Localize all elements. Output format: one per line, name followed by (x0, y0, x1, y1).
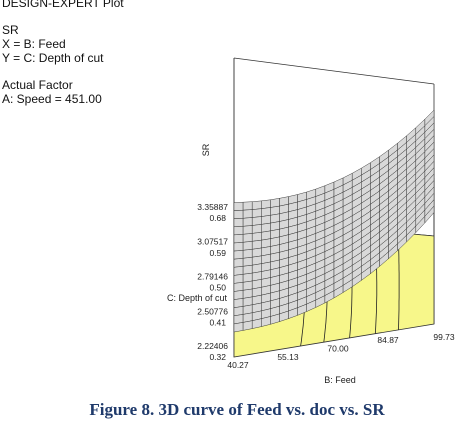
surface-cell (251, 200, 262, 210)
actual-factor-value: A: Speed = 451.00 (2, 92, 102, 106)
y-tick-label: 0.59 (209, 248, 226, 258)
surface-cell (242, 264, 253, 275)
x-tick-label: 99.73 (433, 332, 455, 342)
surface-cell (242, 233, 253, 243)
surface-cell (233, 226, 244, 236)
z-tick-label: 2.50776 (197, 306, 228, 316)
surface-cell (242, 241, 253, 251)
surface-plot: 2.22406 2.50776 2.79146 3.07517 3.35887 0.32 0… (167, 57, 455, 385)
surface-cell (242, 320, 253, 331)
surface-cell (251, 208, 262, 218)
surface-cell (233, 266, 244, 276)
surface-cell (251, 224, 262, 234)
plot-title: DESIGN-EXPERT Plot (2, 0, 124, 10)
surface-cell (233, 218, 244, 228)
surface-cell (242, 256, 253, 267)
surface-cell (233, 290, 244, 300)
surface-cell (242, 272, 253, 283)
surface-cell (251, 232, 262, 242)
surface-cell (242, 225, 253, 235)
surface-cell (233, 322, 244, 333)
surface-cell (251, 239, 262, 250)
surface-cell (261, 207, 271, 217)
z-axis-label: SR (201, 143, 211, 156)
z-tick-label: 2.22406 (197, 341, 228, 351)
surface-cell (251, 247, 262, 258)
y-axis-label: C: Depth of cut (167, 293, 228, 303)
figure-caption: Figure 8. 3D curve of Feed vs. doc vs. S… (89, 400, 385, 419)
y-tick-label: 0.68 (209, 213, 226, 223)
actual-factor-heading: Actual Factor (2, 78, 73, 92)
surface-cell (242, 201, 253, 211)
surface-cell (233, 298, 244, 308)
surface-cell (242, 249, 253, 259)
z-tick-label: 3.07517 (197, 237, 228, 247)
response-surface (233, 109, 435, 333)
y-tick-label: 0.41 (209, 317, 226, 327)
surface-cell (251, 318, 262, 329)
frame-edge (233, 57, 435, 85)
x-tick-label: 55.13 (277, 352, 299, 362)
surface-cell (233, 250, 244, 260)
surface-cell (233, 234, 244, 244)
x-axis-label: B: Feed (324, 375, 356, 385)
surface-cell (251, 216, 262, 226)
surface-cell (261, 199, 271, 209)
surface-cell (233, 274, 244, 284)
surface-cell (242, 209, 253, 219)
surface-cell (233, 242, 244, 252)
surface-cell (233, 258, 244, 268)
response-label: SR (2, 23, 19, 37)
surface-cell (261, 215, 271, 225)
tick-labels: 2.22406 2.50776 2.79146 3.07517 3.35887 0.32 0… (197, 202, 455, 370)
x-tick-label: 70.00 (327, 344, 349, 354)
y-tick-label: 0.50 (209, 283, 226, 293)
surface-cell (233, 209, 244, 219)
surface-cell (242, 280, 253, 291)
z-tick-label: 3.35887 (197, 202, 228, 212)
x-tick-label: 40.27 (227, 360, 249, 370)
x-tick-label: 84.87 (377, 335, 399, 345)
z-tick-label: 2.79146 (197, 272, 228, 282)
x-factor-label: X = B: Feed (2, 37, 66, 51)
y-factor-label: Y = C: Depth of cut (2, 51, 104, 65)
y-tick-label: 0.32 (209, 352, 226, 362)
surface-cell (233, 282, 244, 292)
surface-cell (424, 205, 435, 224)
surface-cell (233, 201, 244, 211)
surface-cell (242, 217, 253, 227)
